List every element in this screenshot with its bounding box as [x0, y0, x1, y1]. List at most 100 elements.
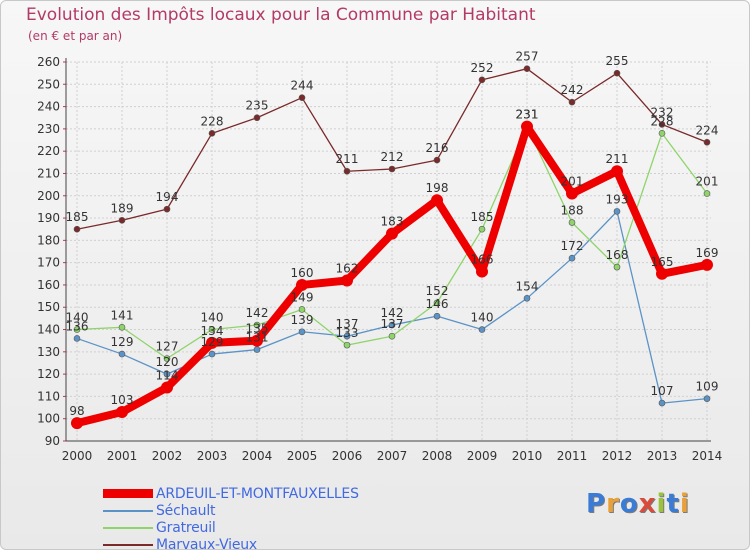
y-tick-label: 170 — [37, 256, 60, 270]
data-point-ardeuil-et-montfauxelles — [251, 334, 263, 347]
data-point-gratreuil — [568, 219, 576, 226]
value-label-ardeuil-et-montfauxelles: 114 — [156, 368, 179, 382]
value-label-ardeuil-et-montfauxelles: 134 — [201, 324, 224, 338]
data-point-marvaux-vieux — [73, 225, 81, 233]
y-tick-label: 210 — [37, 166, 60, 180]
value-label-marvaux-vieux: 257 — [516, 50, 539, 64]
value-label-gratreuil: 127 — [156, 340, 179, 354]
data-point-ardeuil-et-montfauxelles — [161, 381, 173, 394]
value-label-gratreuil: 168 — [606, 248, 629, 262]
y-tick-label: 130 — [37, 345, 60, 359]
data-point-ardeuil-et-montfauxelles — [341, 274, 353, 287]
logo-letter: P — [586, 489, 607, 519]
y-tick-label: 230 — [37, 122, 60, 136]
x-tick-label: 2007 — [377, 449, 408, 463]
x-tick-label: 2008 — [422, 449, 453, 463]
data-point-s-chault — [253, 346, 261, 353]
data-point-marvaux-vieux — [208, 130, 216, 137]
legend-swatch — [103, 543, 153, 546]
x-tick-label: 2013 — [647, 449, 678, 463]
value-label-marvaux-vieux: 189 — [111, 201, 134, 215]
value-label-ardeuil-et-montfauxelles: 135 — [246, 322, 269, 336]
logo-letter: o — [619, 489, 639, 519]
data-point-gratreuil — [703, 190, 711, 197]
value-label-s-chault: 172 — [561, 239, 584, 253]
data-point-ardeuil-et-montfauxelles — [431, 194, 443, 207]
value-label-gratreuil: 141 — [111, 308, 134, 322]
data-point-marvaux-vieux — [658, 121, 666, 128]
data-point-s-chault — [478, 326, 486, 333]
grid — [66, 61, 711, 442]
y-tick-label: 250 — [37, 77, 60, 91]
value-label-gratreuil: 231 — [516, 108, 539, 122]
data-point-s-chault — [343, 332, 351, 340]
value-label-s-chault: 109 — [696, 380, 719, 394]
y-tick-label: 90 — [45, 434, 60, 448]
logo-letter: r — [606, 489, 620, 519]
data-point-marvaux-vieux — [613, 69, 621, 77]
data-point-s-chault — [298, 328, 306, 336]
value-label-gratreuil: 228 — [651, 114, 674, 128]
value-label-marvaux-vieux: 232 — [651, 105, 674, 119]
data-point-marvaux-vieux — [433, 156, 441, 164]
value-label-gratreuil: 140 — [66, 311, 89, 325]
value-label-marvaux-vieux: 224 — [696, 123, 719, 137]
data-point-s-chault — [118, 350, 126, 358]
legend-swatch — [103, 489, 153, 498]
data-point-ardeuil-et-montfauxelles — [701, 258, 713, 271]
x-tick-label: 2006 — [332, 449, 363, 463]
logo-letter: i — [656, 489, 667, 519]
data-point-ardeuil-et-montfauxelles — [566, 187, 578, 200]
y-tick-label: 200 — [37, 189, 60, 203]
data-point-s-chault — [523, 295, 531, 302]
logo-letter: i — [679, 489, 690, 519]
x-tick-label: 2005 — [287, 449, 318, 463]
value-label-marvaux-vieux: 252 — [471, 61, 494, 75]
y-tick-label: 220 — [37, 144, 60, 158]
legend-label: Gratreuil — [156, 519, 216, 536]
value-label-marvaux-vieux: 212 — [381, 150, 404, 164]
y-tick-label: 120 — [37, 367, 60, 381]
y-tick-label: 190 — [37, 211, 60, 225]
data-point-gratreuil — [343, 341, 351, 349]
legend-item-marvaux-vieux: Marvaux-Vieux — [103, 536, 359, 549]
data-point-marvaux-vieux — [343, 167, 351, 175]
value-label-s-chault: 137 — [336, 317, 359, 331]
data-point-gratreuil — [388, 332, 396, 340]
data-point-gratreuil — [163, 355, 171, 362]
x-tick-label: 2010 — [512, 449, 543, 463]
value-label-s-chault: 107 — [651, 384, 674, 398]
data-point-s-chault — [568, 254, 576, 262]
legend: ARDEUIL-ET-MONTFAUXELLES Séchault Gratreui… — [103, 485, 359, 549]
legend-swatch — [103, 509, 153, 512]
data-point-marvaux-vieux — [568, 98, 576, 106]
y-tick-label: 260 — [37, 55, 60, 69]
data-point-s-chault — [658, 399, 666, 407]
data-point-gratreuil — [658, 130, 666, 137]
data-point-marvaux-vieux — [478, 76, 486, 84]
data-point-s-chault — [388, 321, 396, 329]
data-point-marvaux-vieux — [253, 114, 261, 122]
y-tick-label: 180 — [37, 233, 60, 247]
data-point-s-chault — [163, 370, 171, 378]
data-point-ardeuil-et-montfauxelles — [656, 267, 668, 280]
legend-item-ardeuil-et-montfauxelles: ARDEUIL-ET-MONTFAUXELLES — [103, 485, 359, 502]
data-point-ardeuil-et-montfauxelles — [521, 120, 533, 133]
data-point-s-chault — [613, 208, 621, 215]
y-tick-label: 160 — [37, 278, 60, 292]
value-label-ardeuil-et-montfauxelles: 211 — [606, 152, 629, 166]
value-label-ardeuil-et-montfauxelles: 165 — [651, 255, 674, 269]
series-lines — [71, 65, 713, 430]
data-point-s-chault — [703, 395, 711, 402]
value-label-s-chault: 129 — [201, 335, 224, 349]
y-tick-label: 150 — [37, 300, 60, 314]
data-point-gratreuil — [253, 321, 261, 329]
data-point-marvaux-vieux — [703, 138, 711, 146]
value-label-ardeuil-et-montfauxelles: 201 — [561, 175, 584, 189]
legend-swatch — [103, 526, 153, 529]
value-label-s-chault: 146 — [426, 297, 449, 311]
legend-item-s-chault: Séchault — [103, 502, 359, 519]
data-point-s-chault — [433, 312, 441, 320]
